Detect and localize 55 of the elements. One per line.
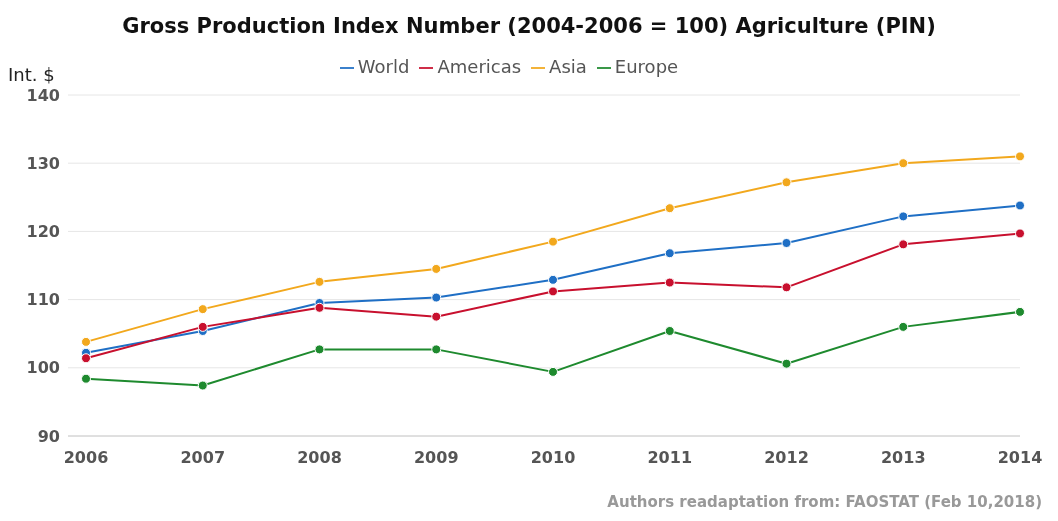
x-tick-label: 2011	[647, 448, 693, 468]
point	[197, 304, 208, 315]
point	[314, 344, 325, 355]
x-tick-label: 2009	[413, 448, 459, 468]
y-tick-label: 140	[26, 85, 60, 105]
x-tick-label: 2006	[63, 448, 109, 468]
point	[1015, 306, 1025, 317]
point	[81, 336, 91, 347]
point	[781, 358, 792, 369]
point	[664, 203, 675, 214]
point	[898, 158, 909, 169]
legend-label: World	[357, 56, 410, 77]
point	[781, 237, 792, 248]
chart-title: Gross Production Index Number (2004-2006 = 100) Agriculture (PIN)	[121, 13, 937, 40]
point	[664, 277, 675, 288]
point	[781, 177, 792, 188]
point	[314, 276, 325, 287]
point	[898, 239, 909, 250]
y-tick-label: 90	[37, 426, 60, 446]
point	[81, 373, 91, 384]
point	[197, 380, 208, 391]
x-tick-label: 2013	[880, 448, 926, 468]
x-tick-label: 2014	[997, 448, 1043, 468]
point	[664, 325, 675, 336]
x-tick-label: 2010	[530, 448, 576, 468]
text: Authors readaptation from: FAOSTAT (Feb 10,2018)	[607, 493, 1042, 511]
x-tick-label: 2012	[764, 448, 809, 468]
point	[664, 248, 675, 259]
point	[548, 366, 558, 377]
point	[1015, 151, 1025, 162]
legend-label: Europe	[614, 56, 679, 77]
y-tick-label: 100	[26, 358, 60, 378]
x-tick-label: 2008	[297, 448, 342, 468]
y-tick-label: 120	[26, 222, 60, 242]
point	[1015, 200, 1025, 211]
point	[431, 344, 442, 355]
point	[431, 292, 442, 303]
point	[898, 211, 909, 222]
point	[548, 236, 558, 247]
x-tick-label: 2007	[180, 448, 226, 468]
point	[781, 282, 792, 293]
y-axis-title: Int. $	[8, 64, 55, 85]
y-tick-label: 130	[26, 153, 60, 173]
point	[314, 302, 325, 313]
point	[898, 321, 909, 332]
y-tick-label: 110	[26, 290, 60, 310]
point	[548, 286, 558, 297]
point	[81, 353, 91, 364]
point	[197, 321, 208, 332]
point	[548, 274, 558, 285]
legend-label: Americas	[437, 56, 522, 77]
point	[1015, 228, 1025, 239]
point	[431, 311, 442, 322]
point	[431, 263, 442, 274]
legend-label: Asia	[549, 56, 587, 77]
